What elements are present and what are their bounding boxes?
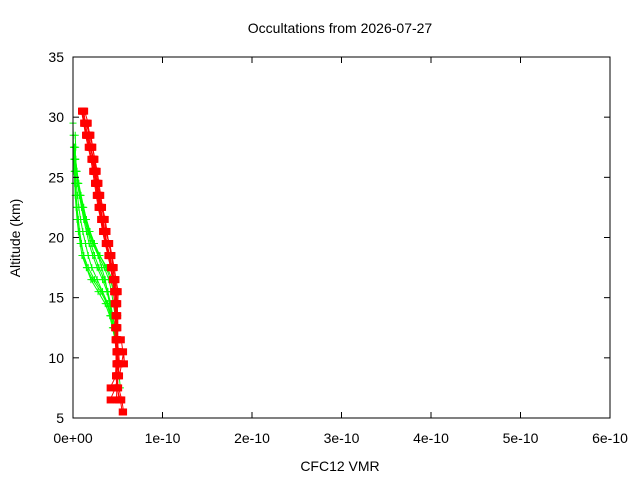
data-point-square [117, 336, 125, 344]
data-point-square [120, 408, 128, 416]
data-point-square [91, 167, 99, 175]
series-layer [69, 107, 128, 416]
x-tick-label: 2e-10 [234, 430, 270, 446]
data-point-square [81, 107, 89, 115]
chart-title: Occultations from 2026-07-27 [248, 20, 433, 36]
data-point-plus [76, 191, 84, 199]
data-point-square [112, 324, 120, 332]
data-point-square [109, 276, 117, 284]
data-point-square [120, 348, 128, 356]
y-tick-label: 5 [56, 410, 64, 426]
data-point-square [111, 312, 119, 320]
data-point-plus [82, 215, 90, 223]
data-point-plus [79, 203, 87, 211]
x-tick-label: 1e-10 [145, 430, 181, 446]
x-tick-label: 4e-10 [413, 430, 449, 446]
data-point-square [106, 396, 114, 404]
data-point-plus [73, 167, 81, 175]
data-point-square [113, 336, 121, 344]
data-point-square [112, 396, 120, 404]
data-point-square [103, 240, 111, 248]
data-point-square [82, 119, 90, 127]
data-point-square [107, 264, 115, 272]
x-tick-label: 0e+00 [53, 430, 93, 446]
data-point-square [120, 360, 128, 368]
y-tick-label: 25 [48, 169, 64, 185]
x-tick-label: 5e-10 [503, 430, 539, 446]
y-tick-label: 10 [48, 350, 64, 366]
x-tick-label: 3e-10 [324, 430, 360, 446]
y-tick-label: 35 [48, 49, 64, 65]
data-point-square [94, 191, 102, 199]
profile-series [82, 119, 128, 380]
data-point-plus [90, 240, 98, 248]
y-axis-label: Altitude (km) [7, 199, 23, 278]
data-point-plus [85, 227, 93, 235]
data-point-square [99, 215, 107, 223]
y-tick-label: 15 [48, 290, 64, 306]
y-tick-label: 30 [48, 109, 64, 125]
data-point-square [87, 143, 95, 151]
plot-frame [72, 56, 611, 419]
data-point-square [105, 252, 113, 260]
data-point-square [110, 288, 118, 296]
data-point-square [96, 203, 104, 211]
x-axis-label: CFC12 VMR [300, 458, 379, 474]
data-point-square [118, 396, 126, 404]
data-point-square [82, 131, 90, 139]
data-point-square [113, 384, 121, 392]
data-point-square [101, 227, 109, 235]
data-point-square [114, 360, 122, 368]
x-tick-label: 6e-10 [592, 430, 628, 446]
data-point-square [110, 300, 118, 308]
data-point-square [85, 131, 93, 139]
data-point-square [90, 155, 98, 163]
data-point-plus [87, 276, 95, 284]
axes-layer: 0e+00 1e-10 2e-10 3e-10 4e-10 5e-10 6e-10 5 10 15… [48, 49, 628, 446]
data-point-plus [96, 252, 104, 260]
data-point-square [116, 372, 124, 380]
data-point-plus [74, 179, 82, 187]
data-point-square [115, 348, 123, 356]
data-point-square [93, 179, 101, 187]
data-point-square [106, 384, 114, 392]
y-tick-label: 20 [48, 230, 64, 246]
data-point-plus [70, 143, 78, 151]
